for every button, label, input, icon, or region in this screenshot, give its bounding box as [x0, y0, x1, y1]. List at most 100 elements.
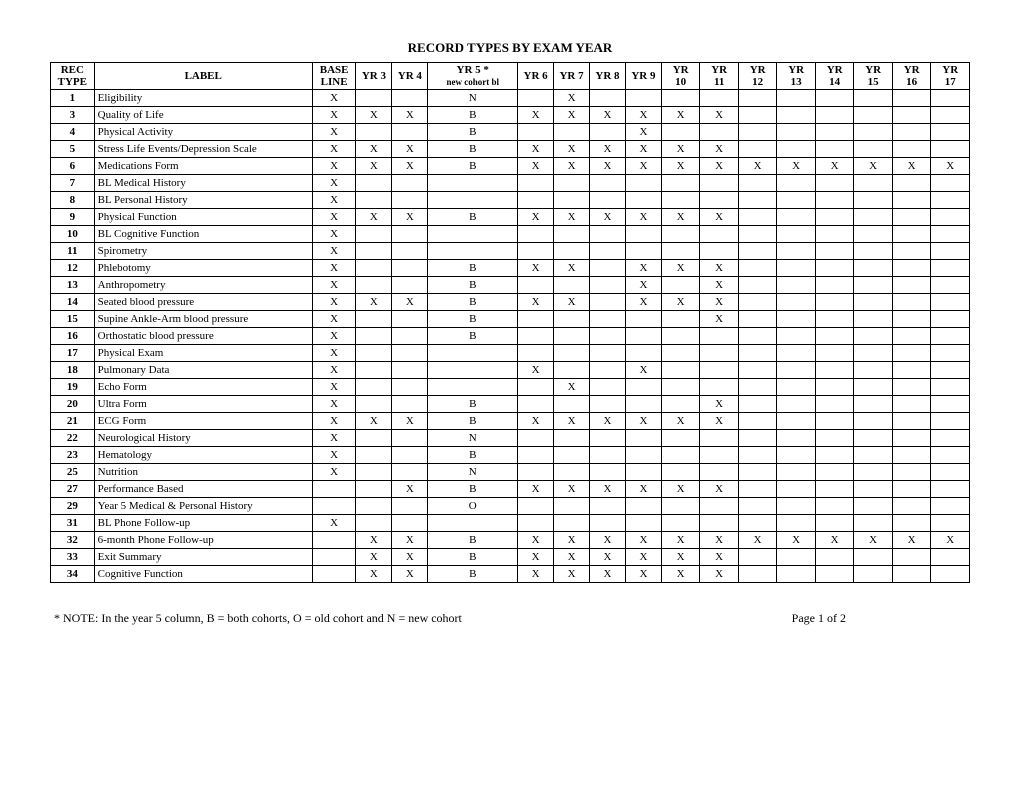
- cell-mark: [356, 243, 392, 260]
- cell-rectype: 27: [51, 481, 95, 498]
- cell-mark: N: [428, 430, 518, 447]
- cell-mark: [661, 192, 700, 209]
- hdr-yr6: YR 6: [518, 63, 554, 90]
- cell-rectype: 20: [51, 396, 95, 413]
- cell-mark: [892, 447, 931, 464]
- cell-mark: [356, 260, 392, 277]
- cell-mark: [661, 226, 700, 243]
- cell-label: Quality of Life: [94, 107, 312, 124]
- cell-mark: [392, 464, 428, 481]
- cell-mark: [392, 124, 428, 141]
- cell-mark: X: [312, 362, 356, 379]
- cell-mark: X: [661, 107, 700, 124]
- cell-mark: X: [518, 294, 554, 311]
- cell-mark: [661, 175, 700, 192]
- cell-mark: X: [661, 481, 700, 498]
- cell-mark: [700, 90, 739, 107]
- cell-mark: [661, 311, 700, 328]
- cell-mark: [392, 498, 428, 515]
- cell-mark: [854, 294, 893, 311]
- cell-rectype: 13: [51, 277, 95, 294]
- cell-mark: [518, 243, 554, 260]
- cell-mark: [356, 362, 392, 379]
- cell-mark: X: [625, 209, 661, 226]
- hdr-yr7: YR 7: [554, 63, 590, 90]
- cell-mark: [854, 192, 893, 209]
- cell-mark: X: [700, 294, 739, 311]
- hdr-yr9: YR 9: [625, 63, 661, 90]
- cell-mark: [892, 481, 931, 498]
- cell-mark: [738, 90, 777, 107]
- cell-label: Seated blood pressure: [94, 294, 312, 311]
- cell-mark: [356, 481, 392, 498]
- cell-mark: X: [892, 158, 931, 175]
- cell-mark: [777, 175, 816, 192]
- cell-label: Hematology: [94, 447, 312, 464]
- cell-mark: [554, 124, 590, 141]
- cell-mark: X: [590, 549, 626, 566]
- hdr-yr4: YR 4: [392, 63, 428, 90]
- cell-mark: [815, 107, 854, 124]
- cell-mark: [777, 566, 816, 583]
- cell-mark: [777, 226, 816, 243]
- cell-mark: [738, 481, 777, 498]
- cell-mark: X: [625, 107, 661, 124]
- cell-mark: [590, 345, 626, 362]
- cell-mark: B: [428, 158, 518, 175]
- cell-rectype: 10: [51, 226, 95, 243]
- cell-mark: [815, 447, 854, 464]
- cell-mark: [392, 175, 428, 192]
- cell-mark: [892, 362, 931, 379]
- cell-mark: X: [700, 396, 739, 413]
- cell-mark: [518, 90, 554, 107]
- cell-mark: [590, 260, 626, 277]
- cell-mark: X: [312, 141, 356, 158]
- cell-mark: [931, 260, 970, 277]
- cell-mark: O: [428, 498, 518, 515]
- cell-mark: [892, 515, 931, 532]
- hdr-base: BASELINE: [312, 63, 356, 90]
- cell-mark: [815, 311, 854, 328]
- cell-mark: X: [700, 107, 739, 124]
- cell-mark: [700, 515, 739, 532]
- cell-label: Cognitive Function: [94, 566, 312, 583]
- cell-mark: X: [777, 532, 816, 549]
- cell-rectype: 12: [51, 260, 95, 277]
- cell-mark: [892, 430, 931, 447]
- cell-mark: [854, 107, 893, 124]
- cell-mark: [815, 430, 854, 447]
- cell-mark: X: [590, 566, 626, 583]
- cell-mark: X: [590, 158, 626, 175]
- cell-mark: [777, 260, 816, 277]
- table-row: 23HematologyXB: [51, 447, 970, 464]
- cell-mark: X: [518, 549, 554, 566]
- cell-rectype: 33: [51, 549, 95, 566]
- cell-mark: [738, 107, 777, 124]
- cell-mark: [356, 345, 392, 362]
- cell-mark: [590, 277, 626, 294]
- cell-mark: [738, 515, 777, 532]
- cell-mark: X: [554, 158, 590, 175]
- cell-mark: [518, 124, 554, 141]
- cell-mark: [931, 549, 970, 566]
- cell-mark: [625, 243, 661, 260]
- table-row: 21ECG FormXXXBXXXXXX: [51, 413, 970, 430]
- cell-mark: X: [312, 413, 356, 430]
- cell-mark: X: [518, 158, 554, 175]
- cell-mark: X: [700, 141, 739, 158]
- cell-mark: B: [428, 294, 518, 311]
- cell-mark: [931, 413, 970, 430]
- cell-label: Physical Exam: [94, 345, 312, 362]
- cell-mark: [738, 209, 777, 226]
- cell-mark: X: [312, 192, 356, 209]
- cell-mark: [777, 447, 816, 464]
- cell-mark: X: [554, 90, 590, 107]
- cell-mark: [356, 430, 392, 447]
- cell-mark: X: [312, 107, 356, 124]
- cell-mark: [518, 345, 554, 362]
- cell-mark: X: [312, 464, 356, 481]
- cell-mark: [392, 396, 428, 413]
- cell-mark: [518, 515, 554, 532]
- cell-mark: [428, 192, 518, 209]
- cell-rectype: 4: [51, 124, 95, 141]
